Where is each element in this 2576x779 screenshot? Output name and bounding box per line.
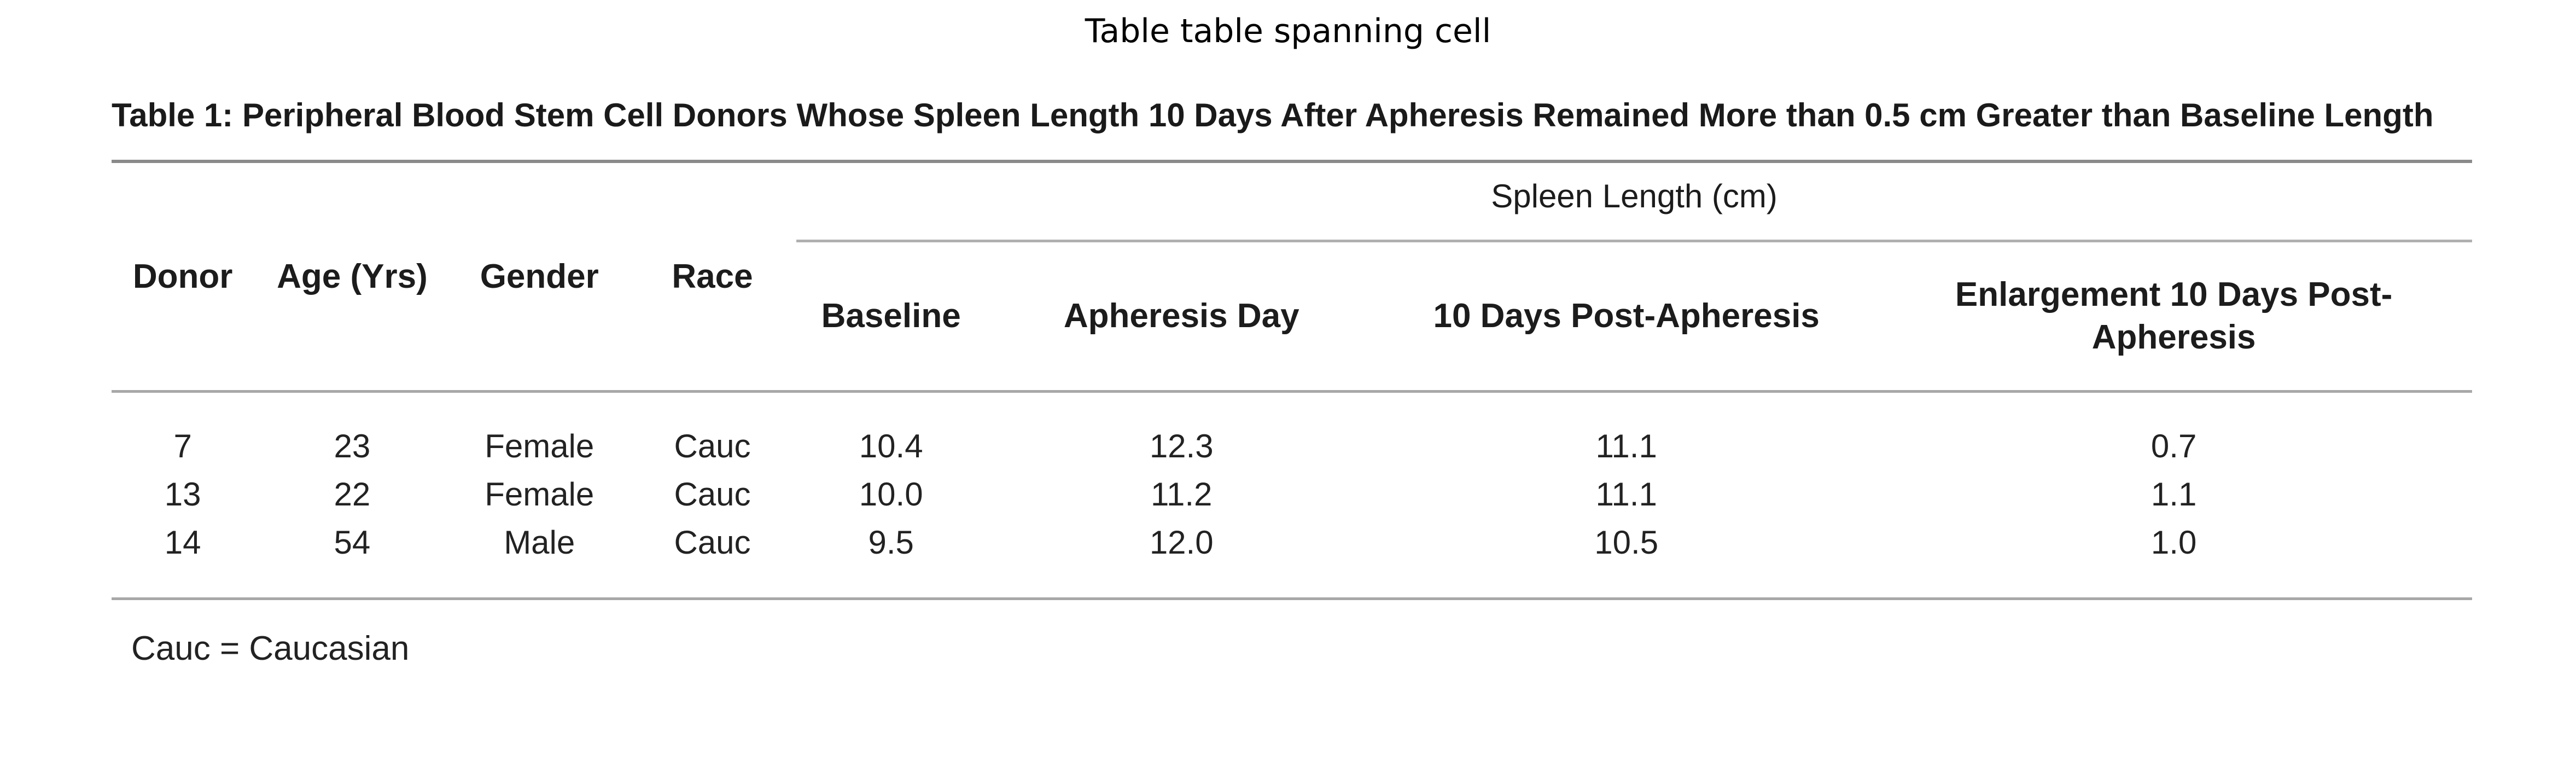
table-cell: 13 (164, 476, 201, 513)
bottom-rule (112, 597, 2472, 600)
table-cell: 11.1 (1595, 476, 1657, 513)
table-cell: 1.0 (2150, 524, 2197, 561)
column-header: Baseline (796, 240, 986, 390)
header-row-top: Donor Age (Yrs) Gender Race Spleen Lengt… (112, 163, 2472, 295)
table-cell: 12.3 (1149, 428, 1214, 464)
table-cell: 11.2 (1151, 476, 1213, 513)
figure-heading: Table table spanning cell (1085, 12, 1491, 50)
column-header: 10 Days Post-Apheresis (1377, 240, 1876, 390)
table-row: 7 23 Female Cauc 10.4 12.3 11.1 0.7 (112, 393, 2472, 470)
table-body: 7 23 Female Cauc 10.4 12.3 11.1 0.7 13 2… (112, 390, 2472, 597)
table-caption: Table 1: Peripheral Blood Stem Cell Dono… (112, 97, 2434, 133)
column-header: Apheresis Day (986, 240, 1378, 390)
table-cell: Cauc (674, 428, 751, 464)
header-row-sub: Baseline Apheresis Day 10 Days Post-Aphe… (112, 240, 2472, 390)
spanning-header-cell: Spleen Length (cm) (796, 163, 2472, 241)
table-cell: Female (485, 428, 595, 464)
table-cell: Female (485, 476, 595, 513)
column-header: Race (672, 257, 753, 295)
column-header: Age (Yrs) (277, 257, 428, 295)
table-header: Donor Age (Yrs) Gender Race Spleen Lengt… (112, 163, 2472, 390)
table-cell: 9.5 (868, 524, 914, 561)
table-cell: 54 (334, 524, 371, 561)
table-footnote: Cauc = Caucasian (131, 630, 410, 667)
table-row: 13 22 Female Cauc 10.0 11.2 11.1 1.1 (112, 470, 2472, 519)
column-header: Gender (480, 257, 599, 295)
table-cell: 12.0 (1149, 524, 1214, 561)
spanning-header-label: Spleen Length (cm) (1491, 178, 1777, 214)
column-header: Enlargement 10 Days Post-Apheresis (1875, 240, 2472, 390)
header-body-rule (112, 390, 2472, 393)
table-cell: 22 (334, 476, 371, 513)
top-rule (112, 160, 2472, 163)
table-cell: 7 (173, 428, 192, 464)
table-cell: 11.1 (1595, 428, 1657, 464)
table-cell: 23 (334, 428, 371, 464)
table-cell: Male (504, 524, 575, 561)
table-cell: 10.4 (859, 428, 923, 464)
column-header: Donor (132, 257, 233, 295)
table-block: Table 1: Peripheral Blood Stem Cell Dono… (112, 93, 2472, 673)
table-row: 14 54 Male Cauc 9.5 12.0 10.5 1.0 (112, 519, 2472, 597)
table-cell: 10.0 (859, 476, 923, 513)
table-cell: 14 (164, 524, 201, 561)
table-cell: 1.1 (2150, 476, 2197, 513)
table-cell: 10.5 (1594, 524, 1659, 561)
table-cell: 0.7 (2150, 428, 2197, 464)
data-table: Donor Age (Yrs) Gender Race Spleen Lengt… (112, 163, 2472, 597)
table-cell: Cauc (674, 524, 751, 561)
table-cell: Cauc (674, 476, 751, 513)
